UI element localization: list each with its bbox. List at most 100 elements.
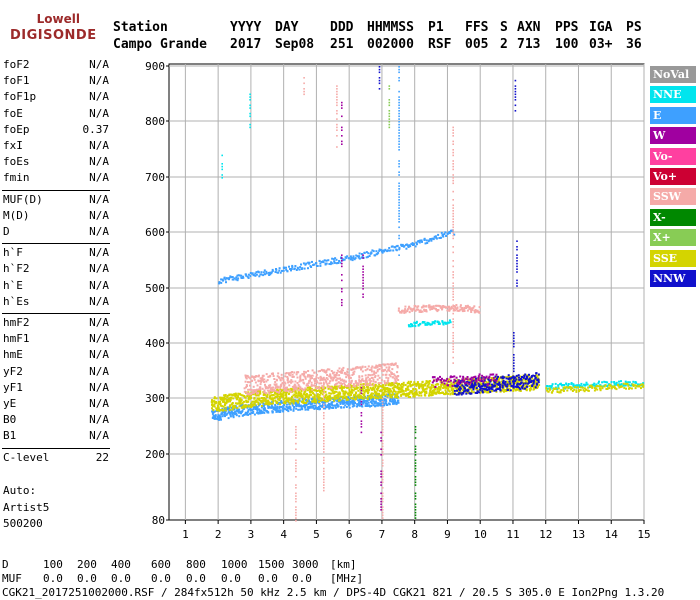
streak-point-e <box>398 171 400 173</box>
x-tick-label: 7 <box>379 528 386 541</box>
echo-point-sse <box>639 384 642 386</box>
echo-point-e <box>416 243 418 246</box>
echo-point-w <box>443 382 446 385</box>
echo-point-e <box>392 402 395 405</box>
echo-point-sse <box>389 388 392 391</box>
echo-point-sse <box>266 395 269 398</box>
echo-point-sse <box>430 387 433 390</box>
x-tick-label: 3 <box>248 528 255 541</box>
streak-point-ssw <box>323 395 325 397</box>
echo-point-sse <box>425 380 428 383</box>
echo-point-nnw <box>488 379 491 382</box>
echo-point-ssw <box>319 370 322 372</box>
echo-point-sse <box>354 388 357 391</box>
echo-point-ssw <box>289 371 292 374</box>
distance-row-value: 600 <box>151 558 171 571</box>
streak-point-ssw <box>452 223 454 226</box>
param-value: 0.37 <box>82 122 110 136</box>
echo-point-sse <box>370 393 372 396</box>
echo-point-sse <box>369 397 372 400</box>
echo-point-sse <box>380 394 383 397</box>
echo-point-sse <box>532 388 535 391</box>
distance-row-value: 800 <box>186 558 206 571</box>
echo-point-sse <box>337 394 340 396</box>
echo-point-nnw <box>460 393 463 396</box>
y-tick-label: 700 <box>145 171 165 184</box>
echo-point-e <box>298 399 301 402</box>
echo-point-ssw <box>393 381 396 384</box>
streak-point-x <box>414 484 417 486</box>
echo-point-sse <box>490 380 493 383</box>
echo-point-e <box>319 407 321 410</box>
echo-point-sse <box>313 400 316 403</box>
echo-point-nne <box>615 383 618 386</box>
streak-point-e <box>398 226 400 229</box>
echo-point-ssw <box>311 374 314 377</box>
echo-point-nnw <box>475 377 477 380</box>
echo-point-sse <box>535 385 538 387</box>
echo-point-sse <box>508 375 511 378</box>
echo-point-e <box>329 405 331 408</box>
echo-point-e <box>271 270 274 272</box>
echo-point-ssw <box>264 383 266 386</box>
echo-point-e <box>335 262 338 265</box>
echo-point-ssw <box>374 380 377 383</box>
echo-point-sse <box>456 379 459 382</box>
echo-point-ssw <box>471 308 474 311</box>
echo-point-sse <box>435 392 438 395</box>
echo-point-ssw <box>394 379 397 382</box>
streak-point-w <box>362 265 364 268</box>
echo-point-sse <box>617 384 620 387</box>
echo-point-e <box>345 256 348 259</box>
echo-point-ssw <box>435 304 437 307</box>
echo-point-e <box>358 255 361 258</box>
echo-point-e <box>382 402 385 405</box>
echo-point-e <box>360 256 363 259</box>
streak-point-ssw <box>295 434 297 436</box>
echo-point-nnw <box>518 386 521 389</box>
echo-point-e <box>291 404 294 407</box>
echo-point-nnw <box>527 382 530 385</box>
echo-point-sse <box>482 377 485 380</box>
streak-point-w <box>360 426 363 428</box>
streak-point-ssw <box>381 434 384 436</box>
streak-point-w <box>341 115 343 118</box>
streak-point-w <box>380 470 382 473</box>
echo-point-e <box>237 277 240 280</box>
echo-point-sse <box>590 385 593 388</box>
echo-point-ssw <box>281 381 284 384</box>
streak-point-x <box>388 115 391 118</box>
streak-point-e <box>398 254 400 256</box>
streak-point-ssw <box>336 88 338 90</box>
echo-point-nnw <box>471 382 473 385</box>
echo-point-sse <box>277 392 280 395</box>
echo-point-e <box>384 399 387 402</box>
echo-point-nne <box>443 321 446 324</box>
echo-point-sse <box>384 383 387 386</box>
echo-point-ssw <box>430 307 433 310</box>
param-name: foE <box>3 106 23 120</box>
echo-point-nnw <box>470 392 473 395</box>
echo-point-sse <box>407 385 410 388</box>
echo-point-sse <box>391 391 394 394</box>
echo-point-ssw <box>291 380 294 383</box>
streak-point-ssw <box>323 462 325 464</box>
echo-point-e <box>267 411 270 414</box>
streak-point-x <box>388 110 391 112</box>
echo-point-nnw <box>507 374 510 377</box>
echo-point-ssw <box>295 387 298 390</box>
echo-point-sse <box>220 408 223 411</box>
echo-point-sse <box>374 386 377 389</box>
echo-point-sse <box>560 389 563 392</box>
echo-point-nne <box>598 380 600 383</box>
echo-point-w <box>487 383 490 386</box>
echo-point-ssw <box>320 382 323 385</box>
echo-point-nnw <box>458 392 461 395</box>
echo-point-e <box>265 270 268 273</box>
echo-point-ssw <box>315 380 318 382</box>
echo-point-ssw <box>290 379 293 382</box>
streak-point-w <box>360 412 363 414</box>
streak-point-e <box>398 140 400 143</box>
echo-point-nnw <box>522 382 525 385</box>
echo-point-sse <box>345 395 348 398</box>
